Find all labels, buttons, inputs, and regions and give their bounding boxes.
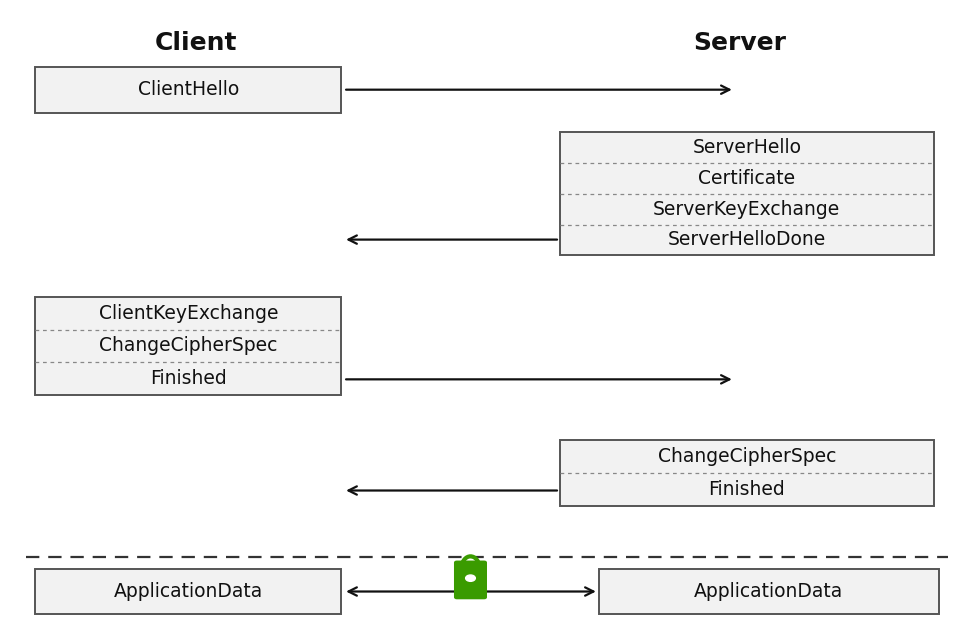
Text: ServerHelloDone: ServerHelloDone — [667, 230, 826, 249]
Text: ChangeCipherSpec: ChangeCipherSpec — [99, 336, 278, 355]
Bar — [35, 568, 341, 614]
Text: Server: Server — [693, 31, 786, 55]
Text: ServerKeyExchange: ServerKeyExchange — [654, 200, 841, 219]
Bar — [560, 131, 934, 255]
Bar — [599, 568, 939, 614]
FancyBboxPatch shape — [454, 561, 487, 599]
Text: ApplicationData: ApplicationData — [694, 582, 843, 601]
Bar — [560, 440, 934, 507]
Text: Client: Client — [155, 31, 237, 55]
Text: Certificate: Certificate — [698, 168, 796, 188]
Text: ClientHello: ClientHello — [137, 80, 239, 99]
Text: Finished: Finished — [150, 369, 227, 389]
Bar — [35, 297, 341, 395]
Text: ApplicationData: ApplicationData — [114, 582, 263, 601]
Text: Finished: Finished — [708, 480, 785, 499]
Bar — [35, 67, 341, 112]
Text: ServerHello: ServerHello — [693, 138, 802, 156]
Text: ClientKeyExchange: ClientKeyExchange — [98, 304, 279, 323]
Circle shape — [466, 575, 475, 581]
Text: ChangeCipherSpec: ChangeCipherSpec — [657, 447, 836, 466]
